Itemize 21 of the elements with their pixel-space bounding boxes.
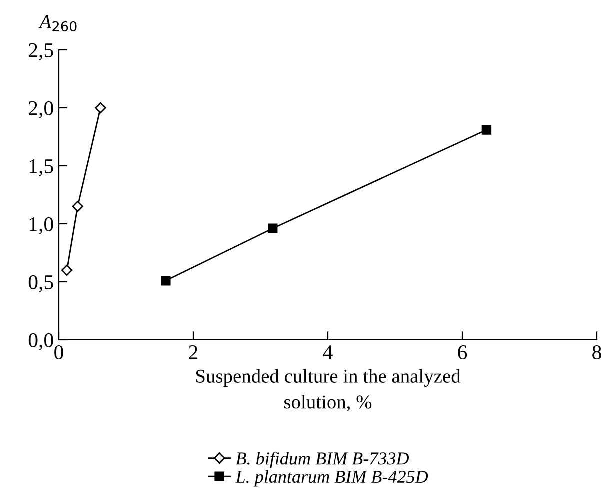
y-tick-label: 2,0 (29, 101, 54, 118)
y-tick-label: 0,5 (28, 275, 54, 292)
point (72, 200, 84, 212)
y-tick-label: 2,5 (29, 43, 54, 60)
y-tick-label: 1,0 (30, 217, 54, 234)
point (268, 224, 278, 234)
y-tick-label: 1,5 (30, 159, 54, 176)
x-tick-label: 6 (458, 346, 468, 360)
y-axis-title: A$_{260}$ (38, 15, 77, 32)
point (161, 276, 171, 286)
point (95, 102, 106, 114)
x-tick-label: 0 (54, 345, 64, 360)
point (61, 264, 73, 276)
legend-label: L. plantarum BIM B-425D (236, 470, 428, 487)
legend-label: B. bifidum BIM B-733D (236, 452, 410, 468)
point (482, 125, 492, 135)
x-tick-label: 8 (592, 345, 601, 360)
x-axis-title: Suspended culture in the analyzed solution, % (196, 369, 461, 412)
x-tick-label: 2 (189, 346, 198, 360)
x-tick-label: 4 (323, 346, 333, 360)
y-tick-label: 0,0 (28, 333, 54, 350)
